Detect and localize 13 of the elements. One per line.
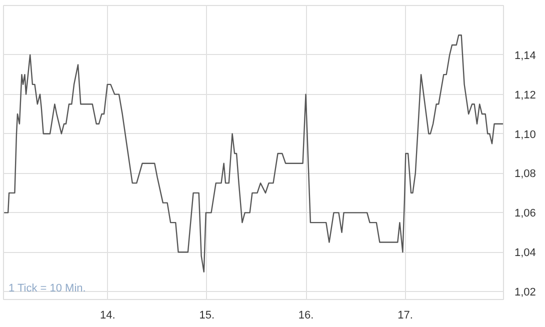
y-tick-label: 1,10 [514, 128, 536, 141]
y-tick-label: 1,08 [514, 168, 536, 180]
y-tick-label: 1,04 [514, 247, 536, 260]
y-tick-label: 1,06 [514, 208, 536, 220]
y-tick-label: 1,12 [514, 89, 536, 102]
line-series [4, 34, 504, 272]
x-tick-label: 16. [298, 310, 314, 322]
x-tick-label: 15. [199, 310, 215, 322]
annotation: 1 Tick = 10 Min. [8, 282, 86, 294]
y-tick-label: 1,02 [514, 286, 536, 299]
x-tick-label: 14. [100, 310, 116, 322]
x-tick-label: 17. [398, 310, 413, 322]
y-tick-label: 1,14 [514, 50, 536, 62]
